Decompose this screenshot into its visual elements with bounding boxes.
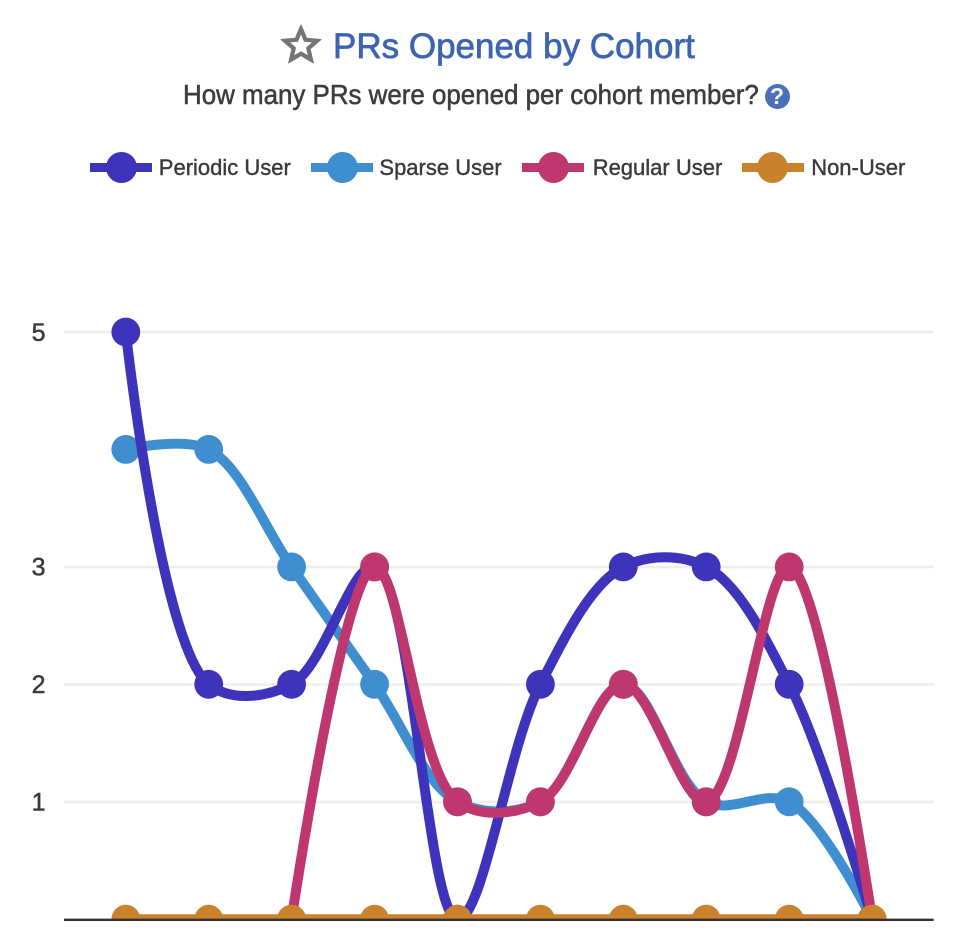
svg-text:3: 3: [32, 554, 46, 582]
svg-text:2: 2: [32, 671, 46, 699]
svg-text:5: 5: [32, 319, 46, 347]
svg-text:1: 1: [32, 789, 46, 817]
